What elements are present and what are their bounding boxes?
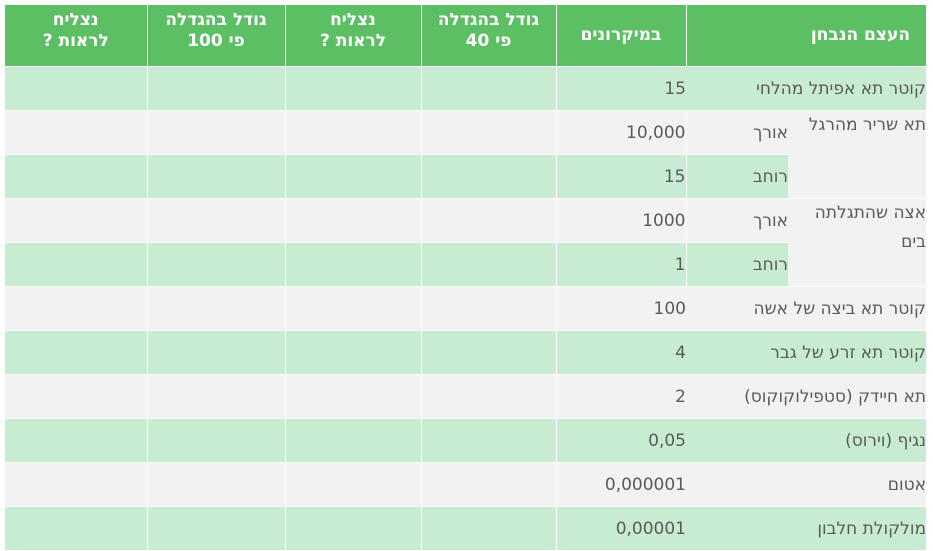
object-name: תא חיידק (סטפילוקוקוס) xyxy=(686,374,926,419)
answer-cell[interactable] xyxy=(284,286,421,331)
microns-value: 10,000 xyxy=(555,110,686,155)
answer-cell[interactable] xyxy=(420,506,556,551)
answer-cell[interactable] xyxy=(146,330,285,375)
object-name: אטום xyxy=(686,462,926,507)
answer-cell[interactable] xyxy=(5,286,147,331)
header-size-100-line1: גודל בהגדלה xyxy=(165,10,267,30)
answer-cell[interactable] xyxy=(5,198,147,243)
table-row: אצה שהתגלתה בים אורך 1000 xyxy=(5,198,926,287)
table-row: קוטר תא ביצה של אשה 100 xyxy=(5,286,926,331)
answer-cell[interactable] xyxy=(5,66,147,111)
answer-cell[interactable] xyxy=(284,110,421,155)
object-name: אצה שהתגלתה בים xyxy=(788,198,926,287)
microns-value: 15 xyxy=(555,154,686,199)
answer-cell[interactable] xyxy=(420,110,556,155)
answer-cell[interactable] xyxy=(5,330,147,375)
microns-value: 2 xyxy=(555,374,686,419)
microns-value: 4 xyxy=(555,330,686,375)
header-see-100-line1: נצליח xyxy=(52,10,99,30)
dimension-label: אורך xyxy=(685,198,788,243)
answer-cell[interactable] xyxy=(284,374,421,419)
header-see-40-line1: נצליח xyxy=(330,10,376,30)
header-see-100-line2: לראות ? xyxy=(42,31,109,51)
answer-cell[interactable] xyxy=(146,286,285,331)
answer-cell[interactable] xyxy=(5,506,147,551)
answer-cell[interactable] xyxy=(284,506,421,551)
answer-cell[interactable] xyxy=(146,198,285,243)
answer-cell[interactable] xyxy=(5,374,147,419)
answer-cell[interactable] xyxy=(420,374,556,419)
answer-cell[interactable] xyxy=(5,154,147,199)
microns-value: 0,000001 xyxy=(555,462,686,507)
dimension-label: רוחב xyxy=(685,154,788,199)
answer-cell[interactable] xyxy=(420,66,556,111)
header-see-40: נצליח לראות ? xyxy=(284,4,421,67)
object-name: תא שריר מהרגל xyxy=(788,110,926,199)
table-row: תא שריר מהרגל אורך 10,000 xyxy=(5,110,926,199)
answer-cell[interactable] xyxy=(146,110,285,155)
dimension-label: אורך xyxy=(685,110,788,155)
answer-cell[interactable] xyxy=(420,242,556,287)
answer-cell[interactable] xyxy=(284,330,421,375)
header-see-100: נצליח לראות ? xyxy=(5,4,147,67)
header-size-40-line2: פי 40 xyxy=(465,31,512,51)
table-row: קוטר תא אפיתל מהלחי 15 xyxy=(5,66,926,111)
answer-cell[interactable] xyxy=(146,506,285,551)
object-name: קוטר תא זרע של גבר xyxy=(686,330,926,375)
answer-cell[interactable] xyxy=(284,66,421,111)
header-microns: במיקרונים xyxy=(555,4,686,67)
answer-cell[interactable] xyxy=(146,66,285,111)
table-row: נגיף (וירוס) 0,05 xyxy=(5,418,926,463)
answer-cell[interactable] xyxy=(5,110,147,155)
microns-value: 100 xyxy=(555,286,686,331)
answer-cell[interactable] xyxy=(5,418,147,463)
answer-cell[interactable] xyxy=(284,462,421,507)
microns-value: 0,00001 xyxy=(555,506,686,551)
answer-cell[interactable] xyxy=(420,198,556,243)
header-size-40: גודל בהגדלה פי 40 xyxy=(420,4,556,67)
table-row: אטום 0,000001 xyxy=(5,462,926,507)
header-size-40-line1: גודל בהגדלה xyxy=(437,10,540,30)
answer-cell[interactable] xyxy=(284,198,421,243)
object-name: קוטר תא ביצה של אשה xyxy=(686,286,926,331)
header-size-100: גודל בהגדלה פי 100 xyxy=(146,4,285,67)
header-see-40-line2: לראות ? xyxy=(319,31,387,51)
answer-cell[interactable] xyxy=(420,462,556,507)
answer-cell[interactable] xyxy=(420,418,556,463)
microns-value: 0,05 xyxy=(555,418,686,463)
object-name: קוטר תא אפיתל מהלחי xyxy=(686,66,926,111)
answer-cell[interactable] xyxy=(5,462,147,507)
answer-cell[interactable] xyxy=(146,462,285,507)
table-row: רוחב 1 xyxy=(5,242,926,287)
answer-cell[interactable] xyxy=(146,374,285,419)
answer-cell[interactable] xyxy=(146,154,285,199)
answer-cell[interactable] xyxy=(420,154,556,199)
microns-value: 15 xyxy=(555,66,686,111)
microns-value: 1 xyxy=(555,242,686,287)
header-size-100-line2: פי 100 xyxy=(187,31,245,51)
header-row: העצם הנבחן במיקרונים גודל בהגדלה פי 40 נ… xyxy=(5,4,926,67)
answer-cell[interactable] xyxy=(5,242,147,287)
answer-cell[interactable] xyxy=(420,330,556,375)
answer-cell[interactable] xyxy=(284,154,421,199)
measurement-table: העצם הנבחן במיקרונים גודל בהגדלה פי 40 נ… xyxy=(5,4,926,551)
answer-cell[interactable] xyxy=(284,418,421,463)
header-object: העצם הנבחן xyxy=(685,4,926,67)
object-name: נגיף (וירוס) xyxy=(686,418,926,463)
microns-value: 1000 xyxy=(555,198,686,243)
table-row: מולקולת חלבון 0,00001 xyxy=(5,506,926,551)
answer-cell[interactable] xyxy=(284,242,421,287)
table-row: קוטר תא זרע של גבר 4 xyxy=(5,330,926,375)
dimension-label: רוחב xyxy=(685,242,788,287)
table-row: רוחב 15 xyxy=(5,154,926,199)
table-row: תא חיידק (סטפילוקוקוס) 2 xyxy=(5,374,926,419)
object-name: מולקולת חלבון xyxy=(686,506,926,551)
answer-cell[interactable] xyxy=(420,286,556,331)
answer-cell[interactable] xyxy=(146,418,285,463)
answer-cell[interactable] xyxy=(146,242,285,287)
